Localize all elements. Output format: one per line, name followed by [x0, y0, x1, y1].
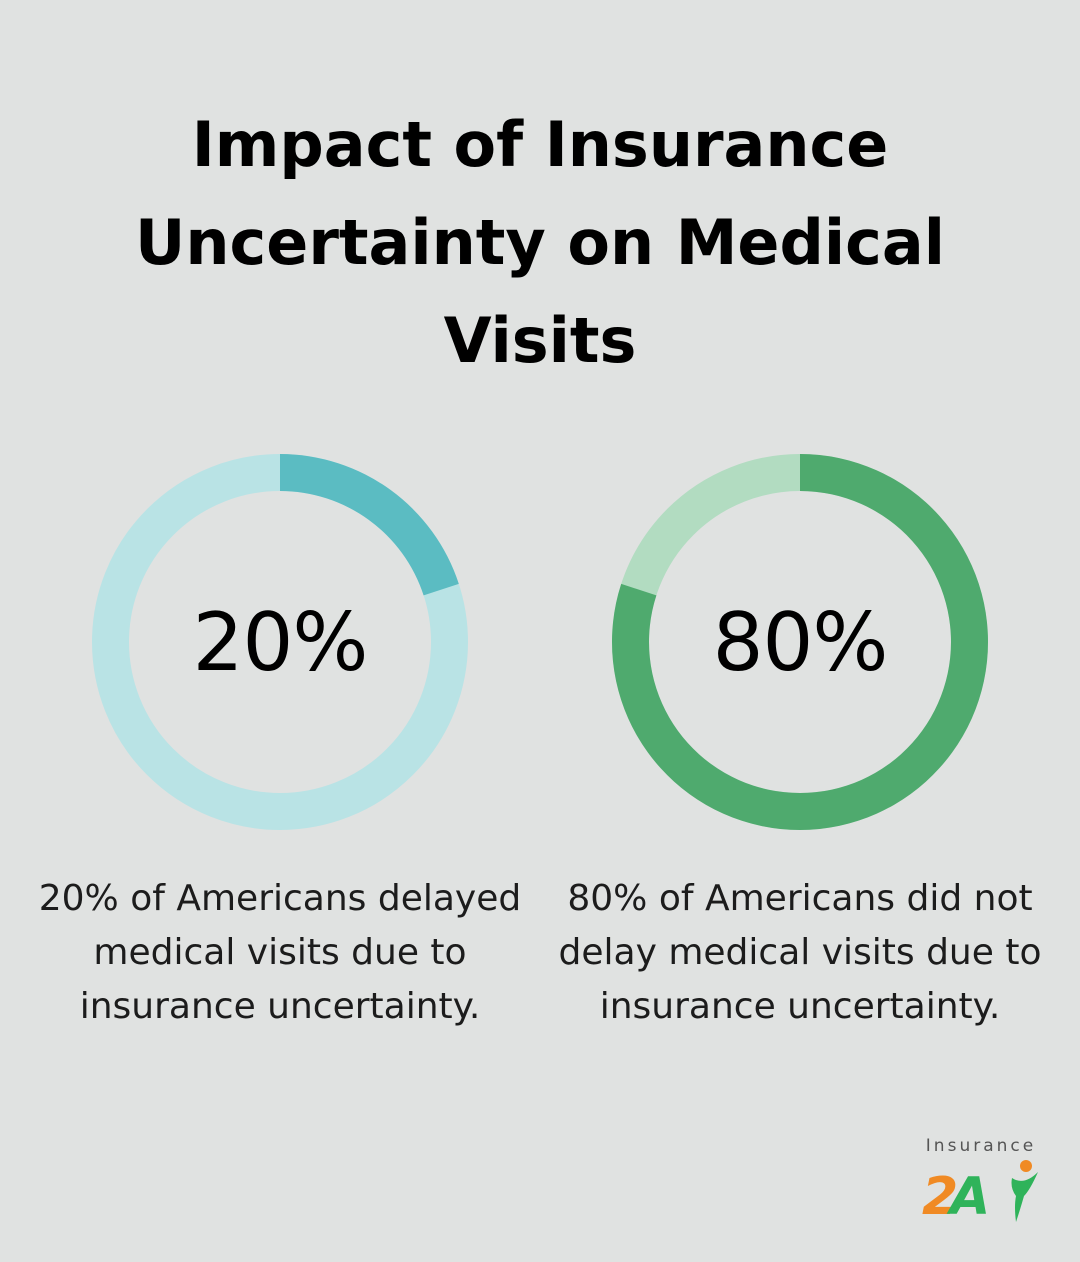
brand-logo: Insurance 2 A [916, 1136, 1046, 1228]
logo-mark-icon: 2 A [922, 1160, 1038, 1226]
donut-center-label: 20% [192, 595, 369, 689]
stat-caption: 20% of Americans delayed medical visits … [38, 878, 522, 1027]
logo-figure-body [1011, 1172, 1038, 1222]
donut-chart-delayed [92, 454, 468, 830]
logo-two: 2 [922, 1167, 958, 1226]
logo-wordmark: Insurance [925, 1136, 1037, 1156]
donut-chart-not-delayed [612, 454, 988, 830]
logo-a: A [946, 1167, 990, 1226]
donut-value-segment [280, 454, 459, 596]
stat-caption: 80% of Americans did not delay medical v… [558, 878, 1042, 1027]
page-title: Impact of Insurance Uncertainty on Medic… [135, 108, 945, 377]
logo-figure-head [1020, 1160, 1032, 1172]
donut-center-label: 80% [712, 595, 889, 689]
